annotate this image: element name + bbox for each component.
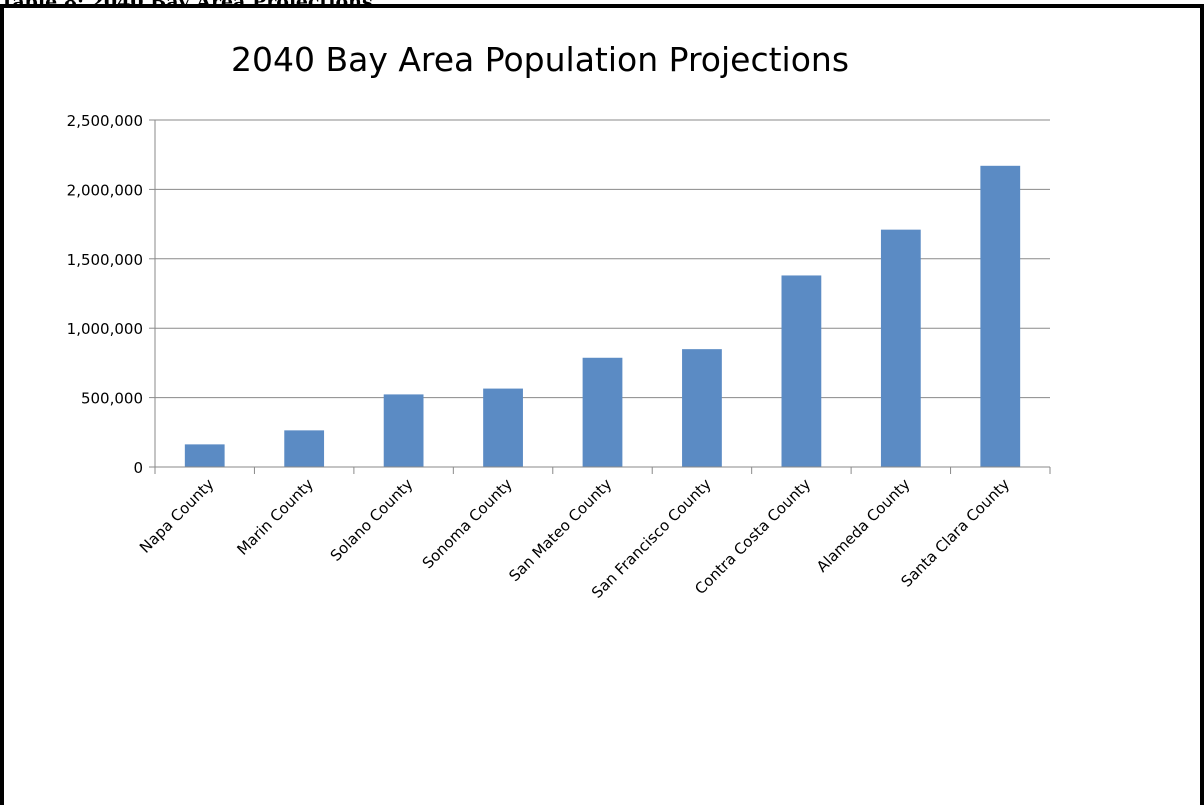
chart-title: 2040 Bay Area Population Projections [230, 40, 850, 79]
x-tick-label: Marin County [233, 475, 317, 559]
y-tick-label: 0 [133, 459, 143, 477]
bar [383, 394, 424, 467]
x-tick-label: Solano County [327, 475, 417, 565]
x-tick-labels: Napa County Marin County Solano County Sono… [136, 475, 1013, 602]
y-tick-label: 1,000,000 [67, 320, 143, 338]
y-tick-label: 1,500,000 [67, 251, 143, 269]
y-tick-label: 2,000,000 [67, 181, 143, 199]
axes [149, 119, 1051, 474]
bar [880, 229, 921, 467]
x-tick-label: Sonoma County [419, 475, 516, 572]
bar [582, 357, 623, 467]
bar [980, 165, 1021, 467]
bars [184, 165, 1021, 467]
bar [483, 388, 523, 467]
bar [284, 430, 325, 467]
x-tick-label: San Mateo County [505, 475, 615, 585]
bar [682, 349, 722, 467]
x-tick-label: Santa Clara County [898, 475, 1014, 591]
x-tick-label: Napa County [136, 475, 218, 557]
bar [184, 444, 225, 467]
x-tick-label: Contra Costa County [691, 475, 814, 598]
y-tick-label: 2,500,000 [67, 112, 143, 130]
gridlines [155, 119, 1050, 399]
bar [781, 275, 822, 467]
y-tick-label: 500,000 [81, 390, 143, 408]
y-tick-labels: 0 500,000 1,000,000 1,500,000 2,000,000 2,500… [67, 112, 143, 477]
x-tick-label: Alameda County [813, 475, 914, 576]
